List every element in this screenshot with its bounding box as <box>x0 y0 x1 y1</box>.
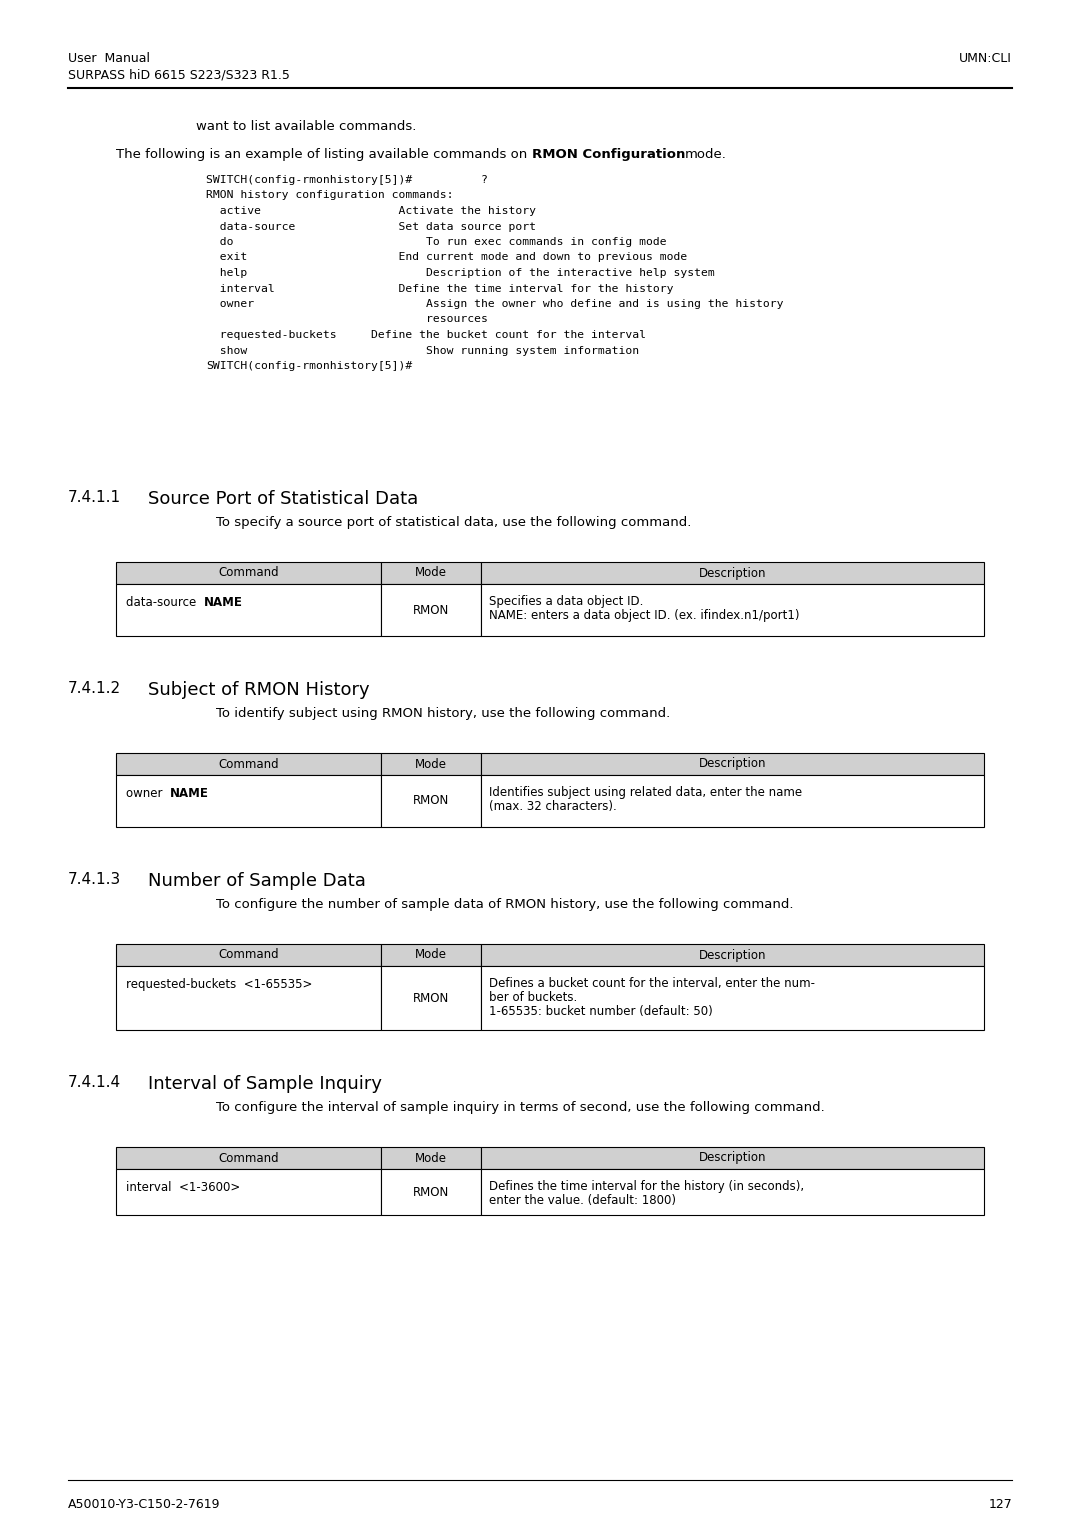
Bar <box>381 1170 481 1215</box>
Bar <box>381 776 481 828</box>
Text: Description: Description <box>699 567 766 580</box>
Text: active                    Activate the history: active Activate the history <box>206 206 536 215</box>
Bar <box>116 583 381 637</box>
Text: User  Manual: User Manual <box>68 52 150 66</box>
Text: 1-65535: bucket number (default: 50): 1-65535: bucket number (default: 50) <box>488 1005 713 1019</box>
Text: To identify subject using RMON history, use the following command.: To identify subject using RMON history, … <box>216 707 671 721</box>
Text: A50010-Y3-C150-2-7619: A50010-Y3-C150-2-7619 <box>68 1498 220 1512</box>
Text: RMON: RMON <box>413 991 449 1005</box>
Bar <box>481 1147 984 1170</box>
Text: To configure the interval of sample inquiry in terms of second, use the followin: To configure the interval of sample inqu… <box>216 1101 825 1115</box>
Text: Interval of Sample Inquiry: Interval of Sample Inquiry <box>148 1075 382 1093</box>
Text: Mode: Mode <box>415 1151 447 1165</box>
Bar <box>481 562 984 583</box>
Text: RMON Configuration: RMON Configuration <box>531 148 685 160</box>
Bar <box>116 967 381 1031</box>
Text: (max. 32 characters).: (max. 32 characters). <box>488 800 617 812</box>
Bar <box>116 776 381 828</box>
Text: do                            To run exec commands in config mode: do To run exec commands in config mode <box>206 237 666 247</box>
Text: RMON: RMON <box>413 794 449 808</box>
Text: The following is an example of listing available commands on: The following is an example of listing a… <box>116 148 531 160</box>
Text: exit                      End current mode and down to previous mode: exit End current mode and down to previo… <box>206 252 687 263</box>
Text: requested-buckets     Define the bucket count for the interval: requested-buckets Define the bucket coun… <box>206 330 646 341</box>
Bar <box>116 562 381 583</box>
Text: owner                         Assign the owner who define and is using the histo: owner Assign the owner who define and is… <box>206 299 783 308</box>
Bar <box>381 562 481 583</box>
Text: data-source               Set data source port: data-source Set data source port <box>206 221 536 232</box>
Text: SWITCH(config-rmonhistory[5])#: SWITCH(config-rmonhistory[5])# <box>206 360 413 371</box>
Text: requested-buckets  <1-65535>: requested-buckets <1-65535> <box>126 977 312 991</box>
Bar <box>481 753 984 776</box>
Text: Mode: Mode <box>415 757 447 771</box>
Text: 7.4.1.2: 7.4.1.2 <box>68 681 121 696</box>
Text: Command: Command <box>218 757 279 771</box>
Text: Mode: Mode <box>415 567 447 580</box>
Text: SURPASS hiD 6615 S223/S323 R1.5: SURPASS hiD 6615 S223/S323 R1.5 <box>68 69 289 81</box>
Text: Mode: Mode <box>415 948 447 962</box>
Text: Source Port of Statistical Data: Source Port of Statistical Data <box>148 490 418 508</box>
Bar <box>481 944 984 967</box>
Text: 7.4.1.4: 7.4.1.4 <box>68 1075 121 1090</box>
Bar <box>116 944 381 967</box>
Text: Identifies subject using related data, enter the name: Identifies subject using related data, e… <box>488 786 801 799</box>
Text: want to list available commands.: want to list available commands. <box>195 121 417 133</box>
Text: RMON: RMON <box>413 1185 449 1199</box>
Text: resources: resources <box>206 315 488 325</box>
Text: To configure the number of sample data of RMON history, use the following comman: To configure the number of sample data o… <box>216 898 794 912</box>
Text: SWITCH(config-rmonhistory[5])#          ?: SWITCH(config-rmonhistory[5])# ? <box>206 176 488 185</box>
Bar <box>116 753 381 776</box>
Text: Description: Description <box>699 1151 766 1165</box>
Text: To specify a source port of statistical data, use the following command.: To specify a source port of statistical … <box>216 516 691 528</box>
Text: NAME: NAME <box>204 596 243 609</box>
Text: RMON: RMON <box>413 603 449 617</box>
Text: Command: Command <box>218 948 279 962</box>
Bar <box>381 753 481 776</box>
Text: Defines the time interval for the history (in seconds),: Defines the time interval for the histor… <box>488 1180 804 1193</box>
Bar <box>116 1170 381 1215</box>
Bar <box>481 776 984 828</box>
Text: enter the value. (default: 1800): enter the value. (default: 1800) <box>488 1194 676 1206</box>
Text: data-source: data-source <box>126 596 204 609</box>
Text: 7.4.1.3: 7.4.1.3 <box>68 872 121 887</box>
Text: UMN:CLI: UMN:CLI <box>959 52 1012 66</box>
Text: Specifies a data object ID.: Specifies a data object ID. <box>488 596 643 608</box>
Bar <box>381 967 481 1031</box>
Text: NAME: NAME <box>170 786 208 800</box>
Text: NAME: enters a data object ID. (ex. ifindex.n1/port1): NAME: enters a data object ID. (ex. ifin… <box>488 609 799 621</box>
Text: interval  <1-3600>: interval <1-3600> <box>126 1180 240 1194</box>
Text: Command: Command <box>218 1151 279 1165</box>
Text: owner: owner <box>126 786 170 800</box>
Bar <box>381 944 481 967</box>
Text: help                          Description of the interactive help system: help Description of the interactive help… <box>206 269 715 278</box>
Text: show                          Show running system information: show Show running system information <box>206 345 639 356</box>
Bar <box>481 1170 984 1215</box>
Text: 7.4.1.1: 7.4.1.1 <box>68 490 121 505</box>
Text: Description: Description <box>699 948 766 962</box>
Bar <box>481 583 984 637</box>
Text: Subject of RMON History: Subject of RMON History <box>148 681 369 699</box>
Bar <box>381 583 481 637</box>
Text: mode.: mode. <box>685 148 727 160</box>
Text: Command: Command <box>218 567 279 580</box>
Bar <box>381 1147 481 1170</box>
Bar <box>116 1147 381 1170</box>
Text: ber of buckets.: ber of buckets. <box>488 991 577 1003</box>
Text: Defines a bucket count for the interval, enter the num-: Defines a bucket count for the interval,… <box>488 977 814 989</box>
Text: interval                  Define the time interval for the history: interval Define the time interval for th… <box>206 284 674 293</box>
Text: 127: 127 <box>988 1498 1012 1512</box>
Text: Number of Sample Data: Number of Sample Data <box>148 872 366 890</box>
Text: RMON history configuration commands:: RMON history configuration commands: <box>206 191 454 200</box>
Bar <box>481 967 984 1031</box>
Text: Description: Description <box>699 757 766 771</box>
